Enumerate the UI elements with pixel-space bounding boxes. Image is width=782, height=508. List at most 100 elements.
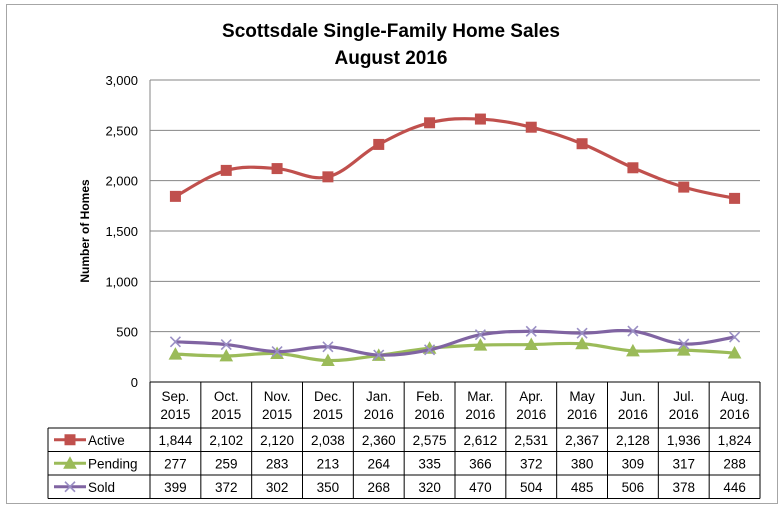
marker-square [373,138,385,150]
data-table-cell: 268 [367,480,390,495]
data-table-cell: 366 [469,456,492,471]
x-tick-label-year: 2016 [567,407,597,422]
y-tick-label: 2,500 [105,123,138,138]
y-tick-label: 1,000 [105,274,138,289]
x-tick-label-year: 2016 [516,407,546,422]
x-tick-label-year: 2016 [669,407,699,422]
marker-triangle [727,345,742,359]
marker-x [373,349,385,361]
marker-triangle [524,337,539,351]
data-table-cell: 1,824 [718,433,752,448]
marker-x [474,329,486,341]
data-table-cell: 288 [723,456,746,471]
marker-x [525,325,537,337]
x-tick-label-month: May [569,389,595,404]
x-tick-label-month: Oct. [214,389,239,404]
data-table-cell: 372 [215,480,238,495]
x-tick-label-month: Sep. [162,389,190,404]
chart-title-line-1: Scottsdale Single-Family Home Sales [222,21,560,42]
x-tick-label-month: Aug. [721,389,749,404]
marker-square [322,171,334,183]
y-axis-label: Number of Homes [78,179,92,283]
series-line-pending [175,341,735,363]
data-table-cell: 470 [469,480,492,495]
x-tick-label-year: 2016 [618,407,648,422]
x-tick-label-year: 2015 [262,407,292,422]
x-tick-label-month: Mar. [467,389,493,404]
x-tick-label-year: 2016 [720,407,750,422]
data-table-cell: 213 [317,456,340,471]
y-tick-label: 1,500 [105,224,138,239]
data-table-cell: 1,936 [667,433,701,448]
marker-square [220,164,232,176]
marker-square [627,162,639,174]
data-table-cell: 277 [164,456,187,471]
x-tick-label-month: Dec. [314,389,342,404]
x-tick-label-month: Jun. [620,389,646,404]
marker-x [576,327,588,339]
data-table-cell: 259 [215,456,238,471]
y-tick-label: 2,000 [105,174,138,189]
data-table-cell: 335 [418,456,441,471]
data-table-cell: 2,575 [413,433,447,448]
y-tick-label: 0 [131,375,138,390]
data-table-cell: 372 [520,456,543,471]
x-tick-label-month: Apr. [519,389,543,404]
data-table-cell: 380 [571,456,594,471]
marker-square [576,138,588,150]
data-table-cell: 350 [317,480,340,495]
marker-triangle [575,336,589,350]
x-tick-label-year: 2016 [465,407,495,422]
marker-triangle [626,343,640,357]
marker-square [271,163,283,175]
legend-label-active: Active [88,433,125,448]
marker-x [729,331,741,343]
marker-square [474,113,486,125]
y-tick-label: 500 [116,325,138,340]
data-table-cell: 302 [266,480,289,495]
data-table-cell: 2,102 [209,433,243,448]
chart-frame [6,4,778,504]
marker-x [627,325,639,337]
data-table-cell: 2,367 [565,433,599,448]
data-table-cell: 485 [571,480,594,495]
marker-x [424,344,436,356]
x-tick-label-year: 2016 [364,407,394,422]
marker-square [64,434,76,446]
marker-triangle [676,343,691,356]
data-table-cell: 320 [418,480,441,495]
data-table-cell: 504 [520,480,543,495]
marker-triangle [321,353,335,367]
x-tick-label-month: Jan. [366,389,392,404]
chart-title-line-2: August 2016 [335,48,448,69]
data-table-cell: 506 [622,480,645,495]
data-table-cell: 2,360 [362,433,396,448]
data-table-cell: 1,844 [159,433,193,448]
data-table-cell: 317 [672,456,695,471]
data-table-cell: 283 [266,456,289,471]
x-tick-label-month: Nov. [264,389,291,404]
data-table-cell: 446 [723,480,746,495]
marker-square [729,192,741,204]
marker-x [271,346,283,358]
data-table-cell: 2,531 [514,433,548,448]
data-table-cell: 378 [672,480,695,495]
marker-triangle [473,338,488,351]
marker-triangle [63,456,77,469]
data-table-cell: 2,038 [311,433,345,448]
marker-x [64,481,76,493]
series-line-sold [175,328,735,357]
data-table-cell: 2,128 [616,433,650,448]
x-tick-label-month: Jul. [673,389,694,404]
marker-x [322,341,334,353]
marker-square [525,121,537,133]
legend-label-sold: Sold [88,480,115,495]
legend-label-pending: Pending [88,456,138,471]
data-table-cell: 309 [622,456,645,471]
marker-x [169,336,181,348]
data-table-cell: 2,120 [260,433,294,448]
y-tick-label: 3,000 [105,73,138,88]
marker-square [169,190,181,202]
x-tick-label-year: 2015 [313,407,343,422]
marker-square [424,117,436,129]
